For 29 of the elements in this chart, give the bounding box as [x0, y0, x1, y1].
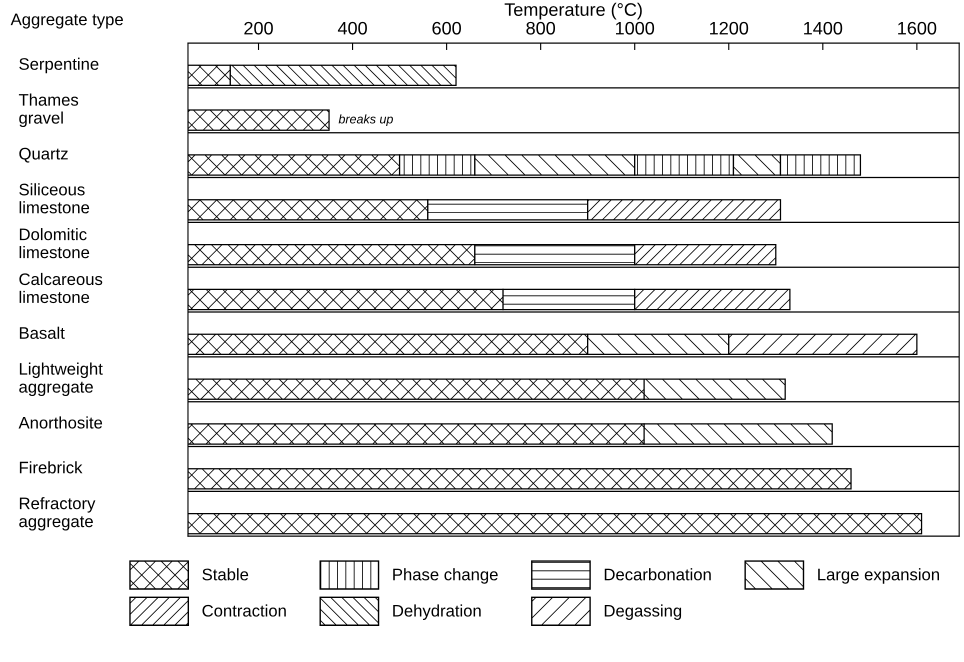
y-tick-label: Siliceous limestone — [19, 183, 90, 214]
y-tick-label: Lightweight aggregate — [19, 362, 103, 396]
x-tick-label: 1400 — [804, 22, 842, 35]
y-tick-label: Dolomitic limestone — [20, 228, 90, 258]
y-tick-label: Serpentine — [19, 58, 98, 74]
x-axis-title: Temperature (°C) — [504, 2, 642, 20]
legend-label: Decarbonation — [604, 568, 711, 580]
y-axis-title: Aggregate type — [10, 14, 123, 29]
legend-label: Stable — [202, 568, 248, 580]
y-tick-label: Thames gravel — [18, 94, 78, 128]
y-tick-label: Anorthosite — [18, 416, 102, 429]
y-tick-label: Basalt — [20, 326, 65, 339]
x-tick-label: 200 — [244, 22, 273, 35]
y-tick-label: Firebrick — [20, 461, 82, 474]
legend-label: Degassing — [604, 604, 682, 620]
annotation: breaks up — [338, 114, 393, 126]
legend-label: Contraction — [202, 604, 286, 617]
x-tick-label: 1200 — [710, 22, 748, 35]
legend-label: Dehydration — [393, 604, 481, 620]
x-tick-label: 800 — [526, 22, 556, 35]
legend-label: Large expansion — [818, 568, 939, 584]
y-tick-label: Calcareous limestone — [19, 272, 102, 304]
x-tick-label: 1000 — [616, 22, 654, 35]
y-tick-label: Refractory aggregate — [19, 497, 96, 531]
y-tick-label: Quartz — [19, 148, 68, 163]
x-tick-label: 400 — [338, 22, 367, 35]
legend-label: Phase change — [393, 568, 498, 584]
x-tick-label: 1600 — [898, 22, 936, 35]
x-tick-label: 600 — [432, 22, 461, 35]
